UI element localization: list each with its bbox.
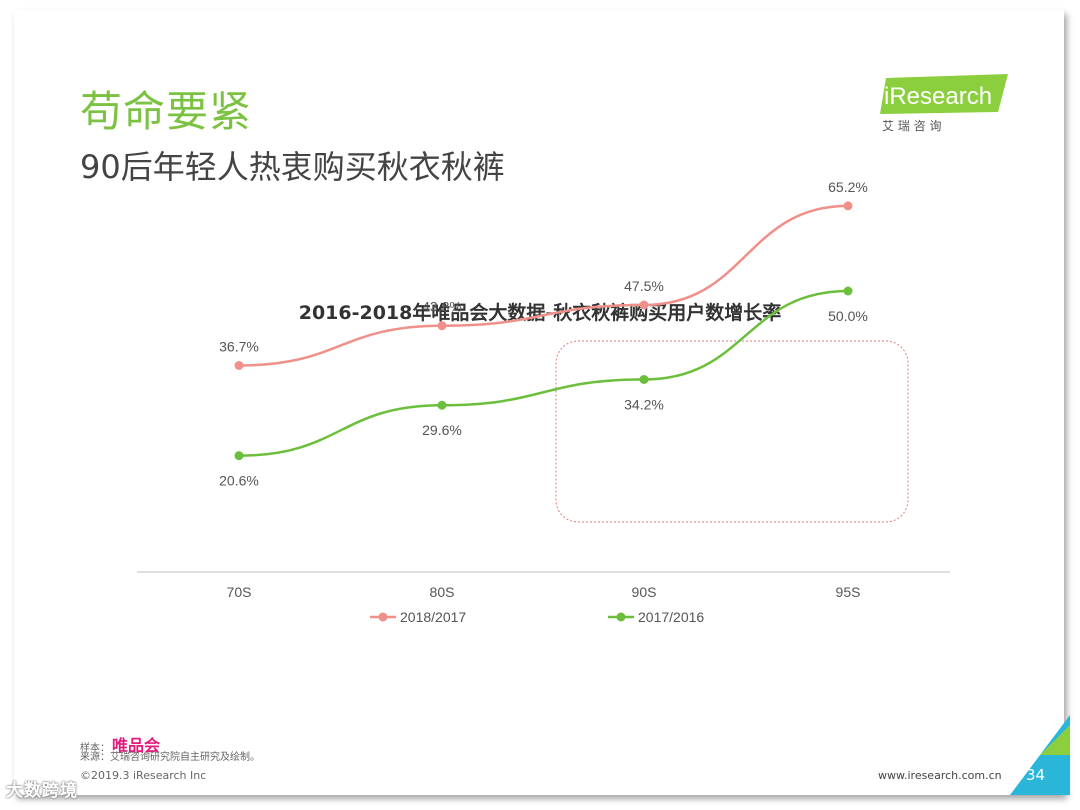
- data-point: [843, 286, 853, 296]
- data-label: 50.0%: [828, 308, 868, 324]
- data-point: [639, 300, 649, 310]
- data-point: [437, 400, 447, 410]
- highlight-box: [555, 340, 909, 523]
- x-tick-label: 80S: [430, 584, 455, 600]
- logo-brand: iResearch: [884, 83, 992, 110]
- data-label: 65.2%: [828, 179, 868, 195]
- data-point: [639, 374, 649, 384]
- data-label: 34.2%: [624, 396, 664, 412]
- legend-swatch-marker: [616, 612, 626, 622]
- corner-decoration: [1010, 715, 1070, 795]
- slide: [14, 10, 1064, 795]
- footer-source: 来源：艾瑞咨询研究院自主研究及绘制。: [80, 752, 260, 763]
- data-point: [843, 201, 853, 211]
- legend-swatch-marker: [378, 612, 388, 622]
- series-line-1: [238, 289, 849, 457]
- iresearch-logo: iResearch 艾 瑞 咨 询: [880, 74, 1008, 133]
- data-label: 29.6%: [422, 422, 462, 438]
- page-number: 34: [1026, 766, 1046, 784]
- sample-brand: 唯品会: [112, 736, 161, 755]
- footer-url: www.iresearch.com.cn: [878, 769, 1002, 782]
- footer-copyright: ©2019.3 iResearch Inc: [80, 769, 207, 782]
- footer-sample: 样本： 唯品会: [80, 732, 160, 756]
- legend-label: 2018/2017: [400, 609, 466, 625]
- data-point: [234, 451, 244, 461]
- logo-cn: 艾 瑞 咨 询: [882, 118, 941, 133]
- series-line-0: [238, 204, 849, 367]
- chart-title: 2016-2018年唯品会大数据-秋衣秋裤购买用户数增长率: [298, 302, 782, 324]
- watermark-text: 大数跨境: [6, 781, 78, 801]
- x-tick-label: 70S: [227, 584, 252, 600]
- data-point: [437, 321, 447, 331]
- data-point: [234, 360, 244, 370]
- sample-label: 样本：: [80, 743, 110, 754]
- data-label: 43.8%: [422, 299, 462, 315]
- page-title: 苟命要紧: [80, 87, 253, 136]
- data-label: 47.5%: [624, 278, 664, 294]
- legend-label: 2017/2016: [638, 609, 704, 625]
- x-tick-label: 95S: [836, 584, 861, 600]
- data-label: 20.6%: [219, 473, 259, 489]
- page-subtitle: 90后年轻人热衷购买秋衣秋裤: [80, 148, 505, 186]
- data-label: 36.7%: [219, 338, 259, 354]
- x-tick-label: 90S: [632, 584, 657, 600]
